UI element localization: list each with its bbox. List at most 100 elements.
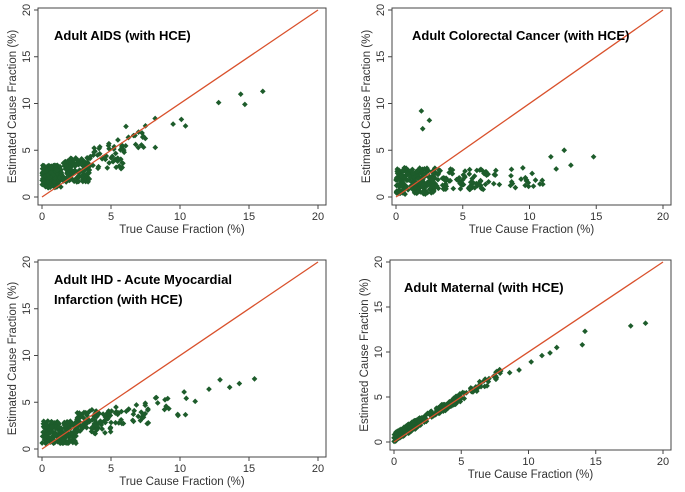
data-point xyxy=(430,189,436,195)
data-point xyxy=(118,165,124,172)
panel-title-line: Adult Colorectal Cancer (with HCE) xyxy=(412,28,629,43)
data-point xyxy=(66,157,73,163)
data-point xyxy=(429,177,436,183)
data-point xyxy=(114,155,121,161)
data-point xyxy=(259,88,266,95)
identity-line xyxy=(395,9,664,198)
data-point xyxy=(420,182,426,189)
x-tick-label: 5 xyxy=(458,456,464,468)
data-point xyxy=(64,419,70,426)
data-point xyxy=(450,396,457,402)
y-tick-label: 10 xyxy=(373,346,385,358)
data-point xyxy=(450,185,457,192)
data-point xyxy=(520,165,526,171)
y-axis-label: Estimated Cause Fraction (%) xyxy=(7,30,19,184)
data-point xyxy=(154,400,161,406)
data-point xyxy=(251,376,258,382)
panel-title-line: Adult IHD - Acute Myocardial xyxy=(54,272,232,287)
data-point xyxy=(471,184,478,191)
data-point xyxy=(553,166,560,172)
data-point xyxy=(404,171,411,178)
data-point xyxy=(96,420,102,426)
data-point xyxy=(478,166,484,173)
data-point xyxy=(135,144,142,151)
y-tick-label: 5 xyxy=(375,147,387,153)
data-point xyxy=(441,177,448,183)
panel-3: 0 5 10 15 20 0 5 10 15 20 True Cause Fraction (%) E… xyxy=(7,256,327,488)
data-point xyxy=(435,176,441,183)
data-point xyxy=(539,181,546,188)
data-point xyxy=(64,170,71,177)
data-point xyxy=(422,415,428,421)
data-point xyxy=(508,172,514,179)
data-point xyxy=(72,167,78,174)
data-point xyxy=(105,142,112,149)
y-tick-label: 5 xyxy=(373,394,385,400)
data-point xyxy=(144,420,151,427)
x-axis-label: True Cause Fraction (%) xyxy=(119,476,245,488)
data-point xyxy=(85,410,91,416)
data-point xyxy=(183,395,190,402)
data-point xyxy=(410,419,417,426)
data-point xyxy=(447,177,454,184)
data-point xyxy=(140,411,147,418)
data-point xyxy=(122,143,129,149)
x-tick-label: 10 xyxy=(174,211,186,223)
data-point xyxy=(482,181,489,188)
x-axis-label: True Cause Fraction (%) xyxy=(468,469,594,481)
y-tick-label: 20 xyxy=(375,4,387,16)
plot-frame xyxy=(37,7,327,206)
data-point xyxy=(226,384,233,391)
data-point xyxy=(123,123,129,130)
y-tick-label: 5 xyxy=(21,147,33,153)
data-point xyxy=(512,184,519,191)
data-point xyxy=(139,134,146,140)
data-point xyxy=(436,167,442,173)
data-point xyxy=(409,179,416,186)
data-point xyxy=(71,433,77,440)
data-point xyxy=(89,406,95,413)
data-point xyxy=(215,99,222,106)
data-point xyxy=(96,143,103,150)
data-point xyxy=(414,189,421,195)
data-point xyxy=(68,430,74,436)
data-point xyxy=(104,165,111,171)
data-point xyxy=(530,183,537,190)
data-point xyxy=(485,178,492,185)
data-point xyxy=(403,165,409,172)
data-point xyxy=(152,144,159,151)
x-tick-label: 0 xyxy=(393,211,399,223)
data-point xyxy=(72,161,79,168)
data-point xyxy=(182,123,189,129)
data-point xyxy=(470,179,477,186)
data-point xyxy=(79,424,86,431)
data-point xyxy=(181,389,187,395)
data-point xyxy=(420,189,427,196)
data-point xyxy=(539,352,545,359)
data-point xyxy=(457,180,463,187)
data-points xyxy=(391,320,649,445)
data-point xyxy=(192,398,199,405)
panel-title-line: Infarction (with HCE) xyxy=(54,292,183,307)
data-point xyxy=(547,350,553,356)
identity-line xyxy=(41,261,319,450)
x-tick-label: 10 xyxy=(523,211,535,223)
plot-frame xyxy=(37,259,327,458)
data-point xyxy=(461,395,468,402)
data-point xyxy=(78,161,85,168)
data-point xyxy=(492,172,499,178)
y-tick-label: 20 xyxy=(21,256,33,268)
data-point xyxy=(106,160,112,166)
y-tick-label: 15 xyxy=(375,51,387,63)
y-tick-label: 0 xyxy=(375,194,387,200)
data-point xyxy=(400,426,407,432)
data-point xyxy=(548,153,554,160)
data-point xyxy=(469,175,476,182)
y-tick-label: 20 xyxy=(21,4,33,16)
data-point xyxy=(418,108,425,114)
data-point xyxy=(627,323,634,329)
data-point xyxy=(140,144,147,151)
data-point xyxy=(393,430,399,437)
x-tick-label: 10 xyxy=(174,463,186,475)
